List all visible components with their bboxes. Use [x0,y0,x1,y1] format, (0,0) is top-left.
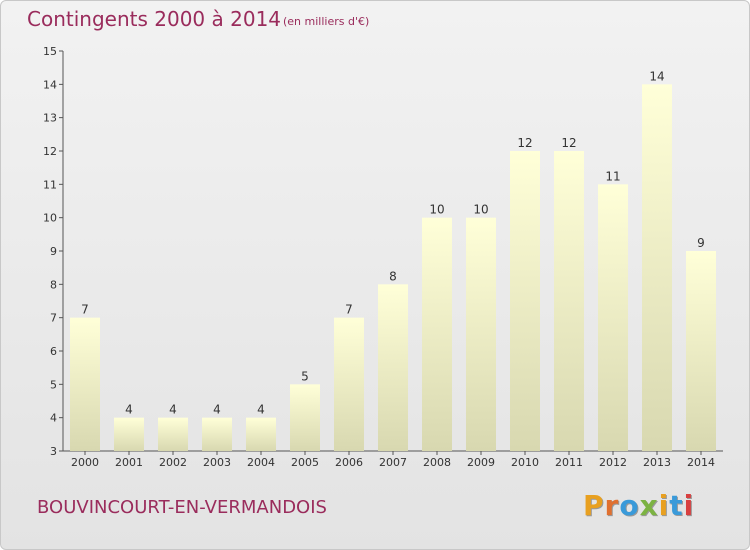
proxiti-logo[interactable]: Proxiti [583,489,694,522]
bar-2007 [378,284,408,451]
value-label-2006: 7 [345,303,353,317]
axes: 3 4 5 6 7 8 9 10 11 12 13 14 15 2000 2001 2002 2003 2004 2… [43,45,723,469]
logo-letter: r [604,489,620,522]
bar-2000 [70,317,100,451]
value-label-2002: 4 [169,403,177,417]
logo-letter: o [619,489,640,522]
logo-letter: i [683,489,695,522]
x-tick-label-2012: 2012 [599,456,627,469]
x-tick-label-2000: 2000 [71,456,99,469]
value-label-2013: 14 [649,69,664,83]
value-label-2007: 8 [389,269,397,283]
x-tick-label-2005: 2005 [291,456,319,469]
x-tick-label-2007: 2007 [379,456,407,469]
x-tick-label-2008: 2008 [423,456,451,469]
x-tick-label-2006: 2006 [335,456,363,469]
logo-letter: x [639,489,659,522]
value-label-2005: 5 [301,369,309,383]
value-label-2011: 12 [561,136,576,150]
bar-2003 [202,417,232,451]
commune-name: BOUVINCOURT-EN-VERMANDOIS [37,497,327,518]
bar-2001 [114,417,144,451]
value-label-2010: 12 [517,136,532,150]
x-tick-label-2004: 2004 [247,456,275,469]
y-tick-label: 15 [43,45,57,58]
bar-2013 [642,84,672,451]
bar-2005 [290,384,320,451]
x-tick-label-2013: 2013 [643,456,671,469]
value-label-2000: 7 [81,303,89,317]
logo-letter: t [669,489,684,522]
y-tick-label: 13 [43,112,57,125]
value-label-2012: 11 [605,169,620,183]
y-tick-label: 3 [50,445,57,458]
bar-2011 [554,151,584,451]
chart-unit: (en milliers d'€) [283,15,370,28]
logo-letter: P [583,489,605,522]
bar-2002 [158,417,188,451]
logo-letter: i [658,489,670,522]
y-tick-label: 11 [43,178,57,191]
value-label-2008: 10 [429,203,444,217]
value-label-2009: 10 [473,203,488,217]
x-tick-label-2002: 2002 [159,456,187,469]
value-label-2004: 4 [257,403,265,417]
y-tick-label: 14 [43,78,57,91]
y-tick-label: 6 [50,345,57,358]
y-tick-label: 9 [50,245,57,258]
x-tick-label-2003: 2003 [203,456,231,469]
bar-2006 [334,317,364,451]
x-tick-label-2001: 2001 [115,456,143,469]
chart-title: Contingents 2000 à 2014 [27,7,282,31]
y-tick-label: 5 [50,378,57,391]
y-tick-label: 10 [43,212,57,225]
bar-2004 [246,417,276,451]
bar-2008 [422,217,452,451]
x-tick-label-2011: 2011 [555,456,583,469]
bar-2014 [686,251,716,451]
bar-2010 [510,151,540,451]
x-tick-label-2009: 2009 [467,456,495,469]
value-label-2014: 9 [697,236,705,250]
value-label-2003: 4 [213,403,221,417]
y-tick-label: 4 [50,412,57,425]
x-tick-label-2010: 2010 [511,456,539,469]
bar-2009 [466,217,496,451]
y-tick-label: 12 [43,145,57,158]
bar-2012 [598,184,628,452]
y-tick-label: 8 [50,278,57,291]
bars [70,84,716,452]
value-label-2001: 4 [125,403,133,417]
y-tick-label: 7 [50,312,57,325]
bar-labels: 7 4 4 4 4 5 7 8 10 10 12 12 11 14 9 [81,69,705,416]
x-tick-label-2014: 2014 [687,456,715,469]
